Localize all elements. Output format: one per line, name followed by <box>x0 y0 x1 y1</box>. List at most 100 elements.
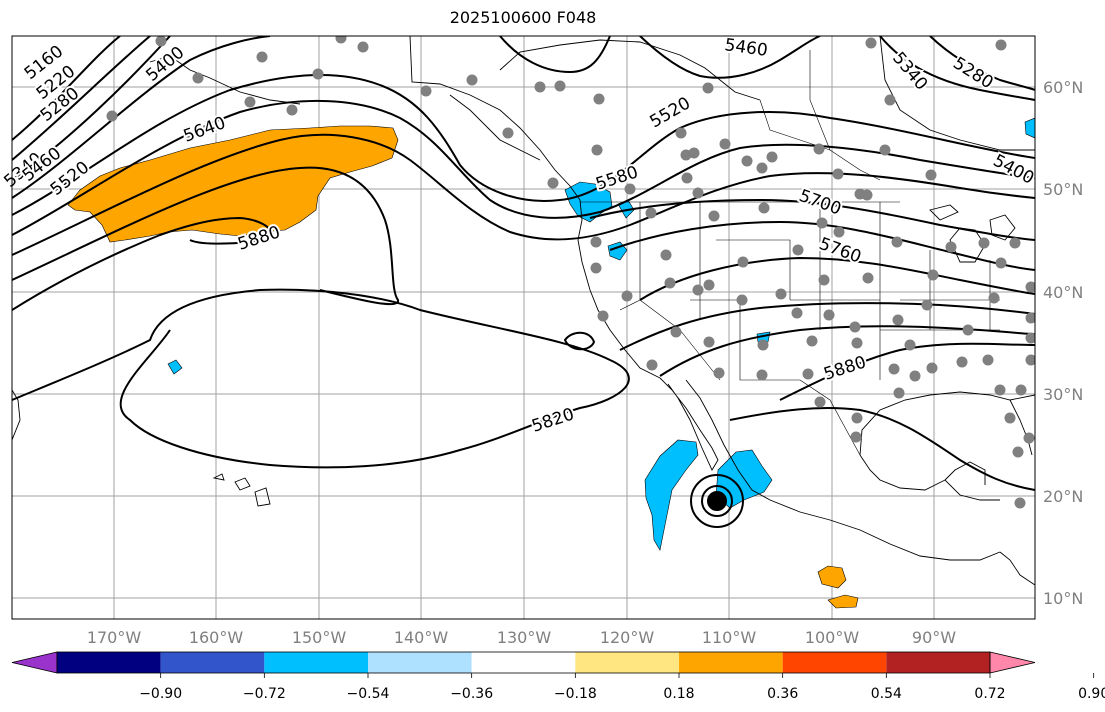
contour-label: 5460 <box>723 35 769 61</box>
longitude-tick-label: 130°W <box>497 628 552 647</box>
map-title: 2025100600 F048 <box>449 8 597 27</box>
station-dot <box>802 368 814 380</box>
station-dot <box>823 309 835 321</box>
station-dot <box>1025 332 1035 344</box>
colorbar-tick-label: −0.90 <box>139 686 182 702</box>
station-dot <box>927 269 939 281</box>
longitude-tick-label: 100°W <box>805 628 860 647</box>
station-dot <box>792 244 804 256</box>
colorbar-segment <box>471 652 576 673</box>
station-dot <box>1009 237 1021 249</box>
station-dot <box>893 387 905 399</box>
station-dot <box>420 85 432 97</box>
station-dot <box>766 151 778 163</box>
station-dot <box>1023 432 1035 444</box>
station-dot <box>591 144 603 156</box>
station-dot <box>775 288 787 300</box>
station-dot <box>593 93 605 105</box>
station-dot <box>862 272 874 284</box>
contour-label: 5880 <box>821 352 868 384</box>
longitude-tick-label: 170°W <box>87 628 142 647</box>
longitude-tick-label: 160°W <box>189 628 244 647</box>
colorbar-tick-label: 0.72 <box>974 686 1005 702</box>
latitude-tick-label: 10°N <box>1043 589 1083 608</box>
coastlines <box>12 36 1035 586</box>
latitude-tick-label: 50°N <box>1043 180 1083 199</box>
latitude-tick-label: 60°N <box>1043 78 1083 97</box>
latitude-tick-label: 30°N <box>1043 385 1083 404</box>
station-dot <box>988 292 1000 304</box>
latitude-tick-label: 20°N <box>1043 487 1083 506</box>
station-dot <box>1012 446 1024 458</box>
station-dot <box>758 202 770 214</box>
station-dot <box>736 294 748 306</box>
station-dot <box>534 81 546 93</box>
station-dot <box>256 51 268 63</box>
station-dot <box>502 127 514 139</box>
contour-label: 5520 <box>647 93 694 132</box>
station-dot <box>286 104 298 116</box>
station-dot <box>1025 312 1035 324</box>
station-dot <box>692 187 704 199</box>
station-dot <box>681 172 693 184</box>
station-dot <box>849 321 861 333</box>
longitude-tick-label: 120°W <box>600 628 655 647</box>
station-dot <box>850 431 862 443</box>
station-dot <box>756 369 768 381</box>
colorbar-extend-max <box>989 651 1036 674</box>
station-dot <box>982 354 994 366</box>
station-dot <box>244 96 256 108</box>
station-dot <box>703 279 715 291</box>
station-dot <box>554 80 566 92</box>
station-dot <box>865 37 877 49</box>
station-dot <box>590 236 602 248</box>
colorbar-tick-label: 0.36 <box>767 686 798 702</box>
negative-anomaly-region <box>644 439 699 551</box>
positive-anomaly-region <box>827 594 859 609</box>
station-dot <box>995 257 1007 269</box>
colorbar-segment <box>160 652 265 673</box>
latitude-labels: 60°N 50°N 40°N 30°N 20°N 10°N <box>1043 78 1083 608</box>
station-dot <box>891 236 903 248</box>
station-dot <box>624 183 636 195</box>
longitude-tick-label: 90°W <box>912 628 956 647</box>
station-dot <box>791 307 803 319</box>
station-dot <box>851 337 863 349</box>
colorbar-tick-label: 0.54 <box>871 686 902 702</box>
station-dot <box>1015 384 1027 396</box>
station-dot <box>888 363 900 375</box>
colorbar-segment <box>575 652 679 673</box>
station-dot <box>547 177 559 189</box>
negative-anomaly-region <box>1024 117 1035 139</box>
station-dot <box>670 326 682 338</box>
longitude-tick-label: 140°W <box>394 628 449 647</box>
station-dot <box>737 256 749 268</box>
station-dot <box>861 189 873 201</box>
graticule <box>12 36 1035 619</box>
station-dot <box>879 144 891 156</box>
station-dot <box>675 127 687 139</box>
station-dot <box>921 299 933 311</box>
map-area <box>12 36 1035 619</box>
station-dot <box>1004 412 1016 424</box>
longitude-tick-label: 150°W <box>292 628 347 647</box>
colorbar-extend-min <box>11 651 58 674</box>
station-dot <box>702 82 714 94</box>
station-dot <box>664 277 676 289</box>
height-contours <box>12 36 1035 491</box>
colorbar-segment <box>782 652 887 673</box>
colorbar-segment <box>368 652 472 673</box>
station-dot <box>945 241 957 253</box>
station-dot <box>926 362 938 374</box>
station-dot <box>833 226 845 238</box>
station-dot <box>645 207 657 219</box>
station-dot <box>155 36 167 47</box>
colorbar-tick-label: 0.90 <box>1078 686 1105 702</box>
latitude-tick-label: 40°N <box>1043 283 1083 302</box>
colorbar-tick-label: −0.18 <box>554 686 597 702</box>
station-dot <box>106 110 118 122</box>
station-dot <box>357 41 369 53</box>
longitude-labels: 170°W 160°W 150°W 140°W 130°W 120°W 110°W 100°W… <box>87 628 956 647</box>
station-dot <box>956 356 968 368</box>
